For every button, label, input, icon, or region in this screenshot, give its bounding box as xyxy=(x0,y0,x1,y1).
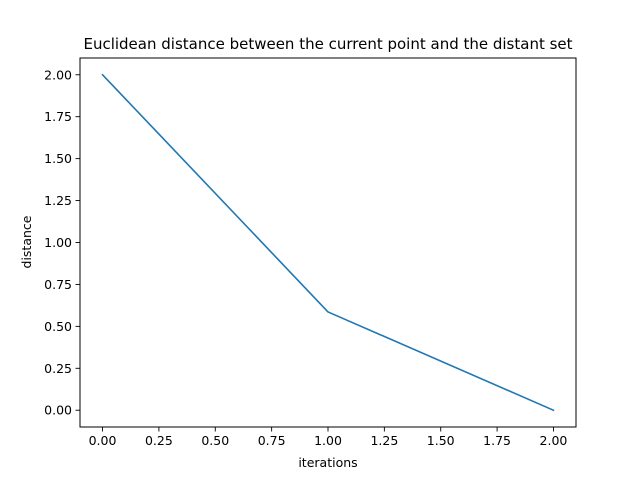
y-tick-label: 1.25 xyxy=(44,193,72,208)
x-axis-label: iterations xyxy=(298,455,357,470)
x-tick-label: 1.00 xyxy=(314,433,342,448)
x-tick-label: 1.25 xyxy=(370,433,398,448)
y-tick-label: 1.50 xyxy=(44,151,72,166)
x-tick-label: 1.50 xyxy=(427,433,455,448)
y-axis: 0.00 0.25 0.50 0.75 1.00 1.25 1.50 1.75 2.00 xyxy=(44,67,80,418)
series-line xyxy=(101,73,555,412)
y-tick-label: 0.50 xyxy=(44,319,72,334)
x-tick-label: 1.75 xyxy=(483,433,511,448)
x-tick-label: 0.75 xyxy=(258,433,286,448)
plot-area xyxy=(80,58,576,427)
x-tick-label: 0.00 xyxy=(89,433,117,448)
y-tick-label: 0.25 xyxy=(44,361,72,376)
chart-title: Euclidean distance between the current p… xyxy=(83,35,572,53)
x-tick-label: 2.00 xyxy=(540,433,568,448)
series-layer xyxy=(101,73,555,412)
y-tick-label: 0.75 xyxy=(44,277,72,292)
x-tick-label: 0.50 xyxy=(201,433,229,448)
y-axis-label: distance xyxy=(19,215,34,268)
plot-frame xyxy=(79,57,577,428)
y-tick-label: 1.00 xyxy=(44,235,72,250)
x-axis: 0.00 0.25 0.50 0.75 1.00 1.25 1.50 1.75 2.00 xyxy=(89,427,568,448)
y-tick-label: 2.00 xyxy=(44,67,72,82)
y-tick-label: 1.75 xyxy=(44,109,72,124)
y-tick-label: 0.00 xyxy=(44,403,72,418)
x-tick-label: 0.25 xyxy=(145,433,173,448)
